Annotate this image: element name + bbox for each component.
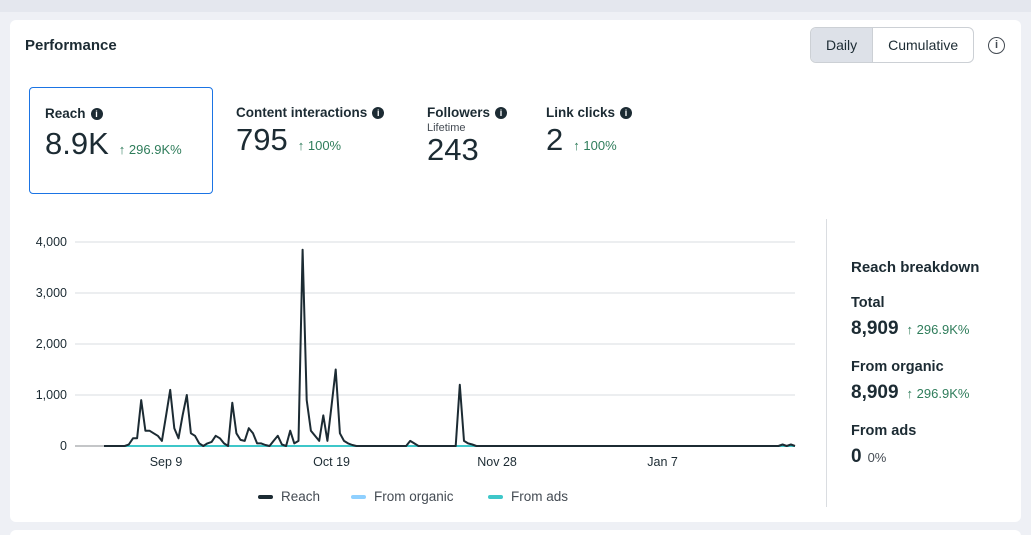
legend-label: Reach: [281, 489, 321, 504]
series-line-reach: [104, 248, 796, 447]
metric-card-link-clicks[interactable]: Link clicks i 2 ↑ 100%: [546, 105, 633, 158]
arrow-up-icon: ↑: [906, 386, 914, 401]
next-card: [10, 530, 1021, 535]
breakdown-change-text: 0%: [867, 450, 887, 465]
metric-label-content-interactions: Content interactions i: [236, 105, 385, 120]
page-title: Performance: [25, 37, 117, 54]
breakdown-ads-value: 0 0%: [851, 446, 886, 468]
metric-card-reach[interactable]: Reach i 8.9K ↑ 296.9K%: [29, 87, 213, 194]
view-toggle: Daily Cumulative: [810, 27, 975, 63]
metric-sublabel: Lifetime: [427, 122, 466, 134]
metric-value-text: 8.9K: [45, 126, 109, 161]
metric-change-text: 296.9K%: [128, 142, 182, 157]
info-circle-icon[interactable]: i: [988, 37, 1005, 54]
arrow-up-icon: ↑: [573, 138, 580, 153]
legend-label: From ads: [511, 489, 569, 504]
breakdown-total-label: Total: [851, 295, 885, 311]
breakdown-change-text: 296.9K%: [916, 322, 970, 337]
metric-value-reach: 8.9K ↑ 296.9K%: [45, 126, 182, 162]
metric-change-text: 100%: [583, 138, 617, 153]
legend-item-reach[interactable]: Reach: [258, 489, 320, 504]
metric-value-followers: 243: [427, 132, 507, 168]
metric-value-content-interactions: 795 ↑ 100%: [236, 122, 384, 158]
y-tick-label: 4,000: [36, 235, 67, 249]
legend-item-ads[interactable]: From ads: [488, 489, 568, 504]
y-tick-label: 0: [60, 439, 67, 453]
breakdown-total-value: 8,909 ↑ 296.9K%: [851, 318, 969, 340]
metric-change: ↑ 296.9K%: [119, 142, 182, 157]
info-icon[interactable]: i: [495, 106, 508, 119]
metric-label-text: Link clicks: [546, 105, 616, 120]
reach-line-chart: 0 1,000 2,000 3,000 4,000 Sep 9 Oct 19 Nov 28 Ja…: [36, 235, 796, 469]
arrow-up-icon: ↑: [906, 322, 914, 337]
metric-label-text: Content interactions: [236, 105, 368, 120]
legend-item-organic[interactable]: From organic: [351, 489, 454, 504]
breakdown-change: ↑ 296.9K%: [907, 386, 970, 401]
breakdown-value-text: 8,909: [851, 382, 899, 403]
legend-label: From organic: [374, 489, 454, 504]
breakdown-title: Reach breakdown: [851, 259, 980, 276]
x-tick-label: Nov 28: [477, 455, 517, 469]
breakdown-ads-label: From ads: [851, 423, 917, 439]
metric-card-followers[interactable]: Followers i Lifetime 243: [427, 105, 508, 168]
metric-value-text: 795: [236, 122, 288, 157]
y-tick-label: 3,000: [36, 286, 67, 300]
arrow-up-icon: ↑: [297, 138, 305, 153]
daily-toggle-button[interactable]: Daily: [811, 28, 874, 62]
performance-card: Performance Daily Cumulative i Reach i 8…: [10, 20, 1021, 522]
metric-value-link-clicks: 2 ↑ 100%: [546, 122, 632, 158]
top-strip: [0, 0, 1031, 12]
divider: [826, 219, 827, 507]
metric-label-followers: Followers i: [427, 105, 508, 120]
info-icon[interactable]: i: [90, 107, 103, 120]
metric-value-text: 243: [427, 132, 479, 167]
breakdown-organic-label: From organic: [851, 359, 944, 375]
metric-label-text: Reach: [45, 106, 86, 121]
y-tick-label: 2,000: [36, 337, 67, 351]
cumulative-toggle-button[interactable]: Cumulative: [888, 37, 959, 53]
metric-value-text: 2: [546, 122, 564, 157]
arrow-up-icon: ↑: [118, 142, 126, 157]
breakdown-value-text: 0: [851, 446, 862, 467]
breakdown-change-text: 296.9K%: [916, 386, 970, 401]
info-icon[interactable]: i: [372, 106, 385, 119]
metric-label-reach: Reach i: [45, 106, 103, 121]
metric-change: ↑ 100%: [573, 138, 616, 153]
y-tick-label: 1,000: [36, 388, 67, 402]
breakdown-value-text: 8,909: [851, 318, 899, 339]
legend-swatch: [488, 494, 503, 499]
x-tick-label: Oct 19: [313, 455, 350, 469]
legend-swatch: [351, 494, 366, 499]
legend-swatch: [258, 494, 273, 499]
metric-change-text: 100%: [307, 138, 342, 153]
metric-label-link-clicks: Link clicks i: [546, 105, 633, 120]
info-icon[interactable]: i: [620, 106, 633, 119]
x-tick-label: Jan 7: [647, 455, 678, 469]
metric-card-content-interactions[interactable]: Content interactions i 795 ↑ 100%: [236, 105, 385, 158]
breakdown-change: ↑ 296.9K%: [907, 322, 970, 337]
metric-label-text: Followers: [427, 105, 491, 120]
breakdown-organic-value: 8,909 ↑ 296.9K%: [851, 382, 969, 404]
x-tick-label: Sep 9: [150, 455, 183, 469]
metric-change: ↑ 100%: [298, 138, 341, 153]
